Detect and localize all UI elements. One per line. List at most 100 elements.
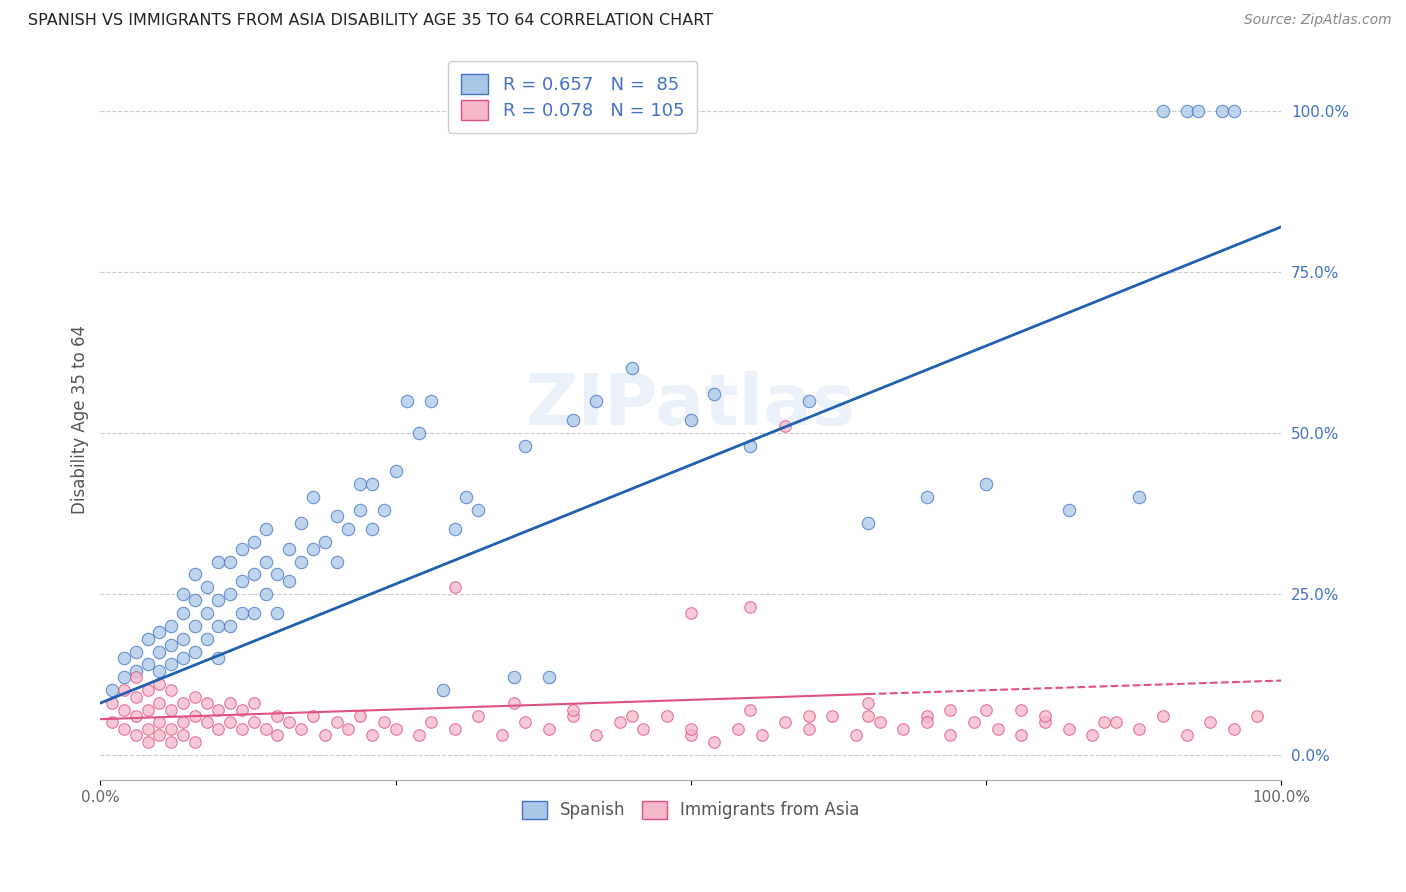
Point	[773, 715, 796, 730]
Point	[195, 606, 218, 620]
Point	[515, 439, 537, 453]
Point	[915, 709, 938, 723]
Point	[915, 490, 938, 504]
Point	[148, 696, 170, 710]
Point	[148, 728, 170, 742]
Point	[408, 728, 430, 742]
Point	[585, 393, 607, 408]
Point	[349, 709, 371, 723]
Point	[148, 677, 170, 691]
Point	[112, 651, 135, 665]
Point	[679, 413, 702, 427]
Point	[773, 419, 796, 434]
Point	[325, 715, 347, 730]
Point	[1187, 104, 1209, 119]
Point	[1092, 715, 1115, 730]
Point	[467, 709, 489, 723]
Point	[231, 606, 253, 620]
Point	[243, 606, 266, 620]
Point	[219, 587, 242, 601]
Point	[1057, 503, 1080, 517]
Point	[432, 683, 454, 698]
Point	[136, 657, 159, 672]
Point	[184, 709, 207, 723]
Point	[408, 425, 430, 440]
Point	[231, 541, 253, 556]
Point	[195, 715, 218, 730]
Point	[939, 702, 962, 716]
Point	[620, 361, 643, 376]
Point	[302, 709, 325, 723]
Point	[1175, 728, 1198, 742]
Point	[172, 587, 194, 601]
Point	[219, 555, 242, 569]
Point	[207, 555, 229, 569]
Point	[337, 722, 360, 736]
Point	[101, 683, 124, 698]
Point	[125, 709, 148, 723]
Point	[1033, 709, 1056, 723]
Point	[101, 696, 124, 710]
Point	[184, 593, 207, 607]
Point	[373, 503, 395, 517]
Point	[703, 387, 725, 401]
Point	[278, 574, 301, 588]
Point	[207, 722, 229, 736]
Point	[349, 477, 371, 491]
Point	[620, 709, 643, 723]
Point	[219, 696, 242, 710]
Point	[266, 606, 288, 620]
Point	[443, 522, 465, 536]
Point	[679, 722, 702, 736]
Point	[1081, 728, 1104, 742]
Point	[420, 715, 443, 730]
Point	[561, 702, 583, 716]
Point	[243, 535, 266, 549]
Point	[207, 619, 229, 633]
Point	[633, 722, 655, 736]
Point	[266, 728, 288, 742]
Point	[266, 567, 288, 582]
Point	[1105, 715, 1128, 730]
Point	[148, 644, 170, 658]
Point	[561, 709, 583, 723]
Point	[561, 413, 583, 427]
Point	[231, 702, 253, 716]
Point	[136, 734, 159, 748]
Point	[172, 606, 194, 620]
Point	[243, 696, 266, 710]
Point	[254, 722, 277, 736]
Point	[302, 490, 325, 504]
Point	[125, 690, 148, 704]
Point	[679, 728, 702, 742]
Point	[160, 657, 183, 672]
Point	[915, 715, 938, 730]
Point	[679, 606, 702, 620]
Point	[136, 722, 159, 736]
Point	[337, 522, 360, 536]
Y-axis label: Disability Age 35 to 64: Disability Age 35 to 64	[72, 326, 89, 515]
Point	[184, 690, 207, 704]
Point	[278, 715, 301, 730]
Point	[609, 715, 631, 730]
Point	[797, 709, 820, 723]
Point	[254, 555, 277, 569]
Point	[112, 702, 135, 716]
Point	[184, 619, 207, 633]
Point	[738, 439, 761, 453]
Point	[869, 715, 891, 730]
Point	[963, 715, 986, 730]
Point	[361, 522, 384, 536]
Point	[125, 728, 148, 742]
Point	[148, 664, 170, 678]
Point	[361, 728, 384, 742]
Point	[396, 393, 419, 408]
Point	[939, 728, 962, 742]
Point	[325, 509, 347, 524]
Point	[797, 722, 820, 736]
Point	[125, 664, 148, 678]
Point	[207, 651, 229, 665]
Point	[1175, 104, 1198, 119]
Point	[821, 709, 844, 723]
Point	[856, 696, 879, 710]
